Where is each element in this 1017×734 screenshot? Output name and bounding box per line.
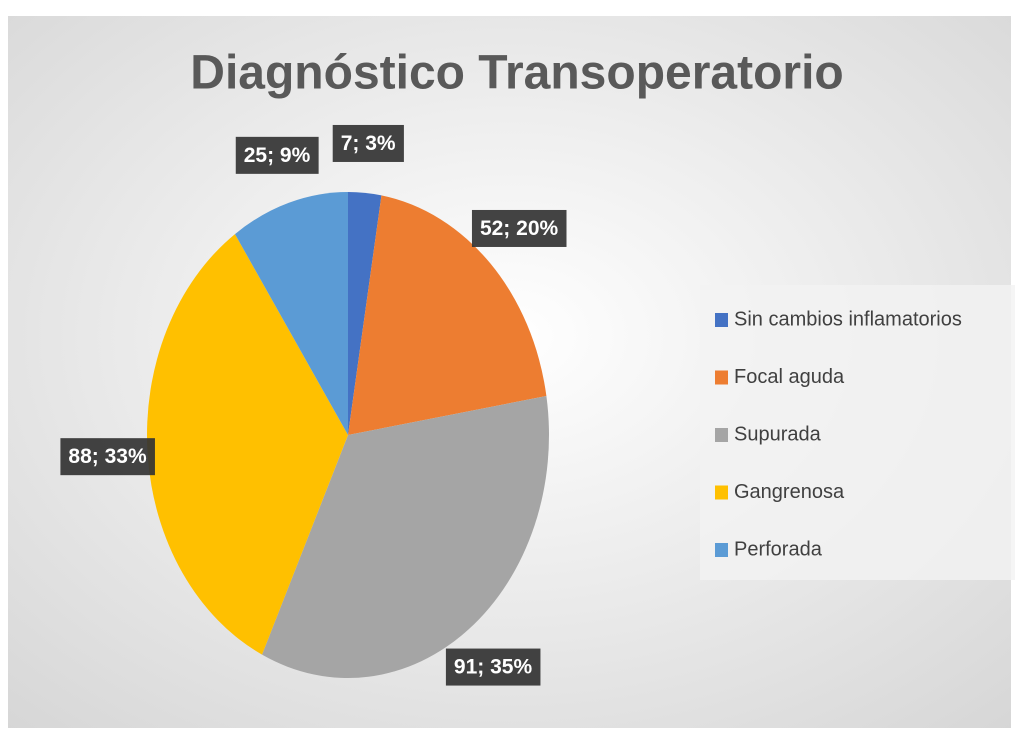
legend-label: Sin cambios inflamatorios — [734, 308, 962, 330]
data-label: 25; 9% — [244, 144, 311, 167]
legend-swatch — [715, 370, 728, 385]
legend-label: Gangrenosa — [734, 481, 845, 503]
data-label-box — [60, 438, 155, 476]
legend-swatch — [715, 543, 728, 557]
pie-slice — [348, 195, 547, 435]
pie-slice — [234, 192, 348, 435]
chart-title: Diagnóstico Transoperatorio — [190, 47, 843, 100]
data-label-box — [332, 124, 404, 162]
data-label-box — [445, 648, 541, 686]
data-label-box — [471, 209, 567, 247]
legend-label: Supurada — [734, 423, 822, 445]
legend-label: Focal aguda — [734, 366, 845, 388]
data-label-box — [235, 136, 319, 174]
data-label: 52; 20% — [480, 217, 559, 240]
pie-slice — [348, 192, 382, 435]
data-label: 7; 3% — [341, 132, 396, 155]
legend-swatch — [715, 485, 728, 500]
data-label: 88; 33% — [68, 445, 147, 468]
pie-slice — [262, 395, 549, 678]
legend-box — [700, 285, 1015, 580]
data-label: 91; 35% — [454, 656, 533, 679]
pie-slice — [147, 234, 348, 655]
legend-swatch — [715, 313, 728, 327]
legend-swatch — [715, 428, 728, 442]
legend-label: Perforada — [734, 538, 823, 560]
